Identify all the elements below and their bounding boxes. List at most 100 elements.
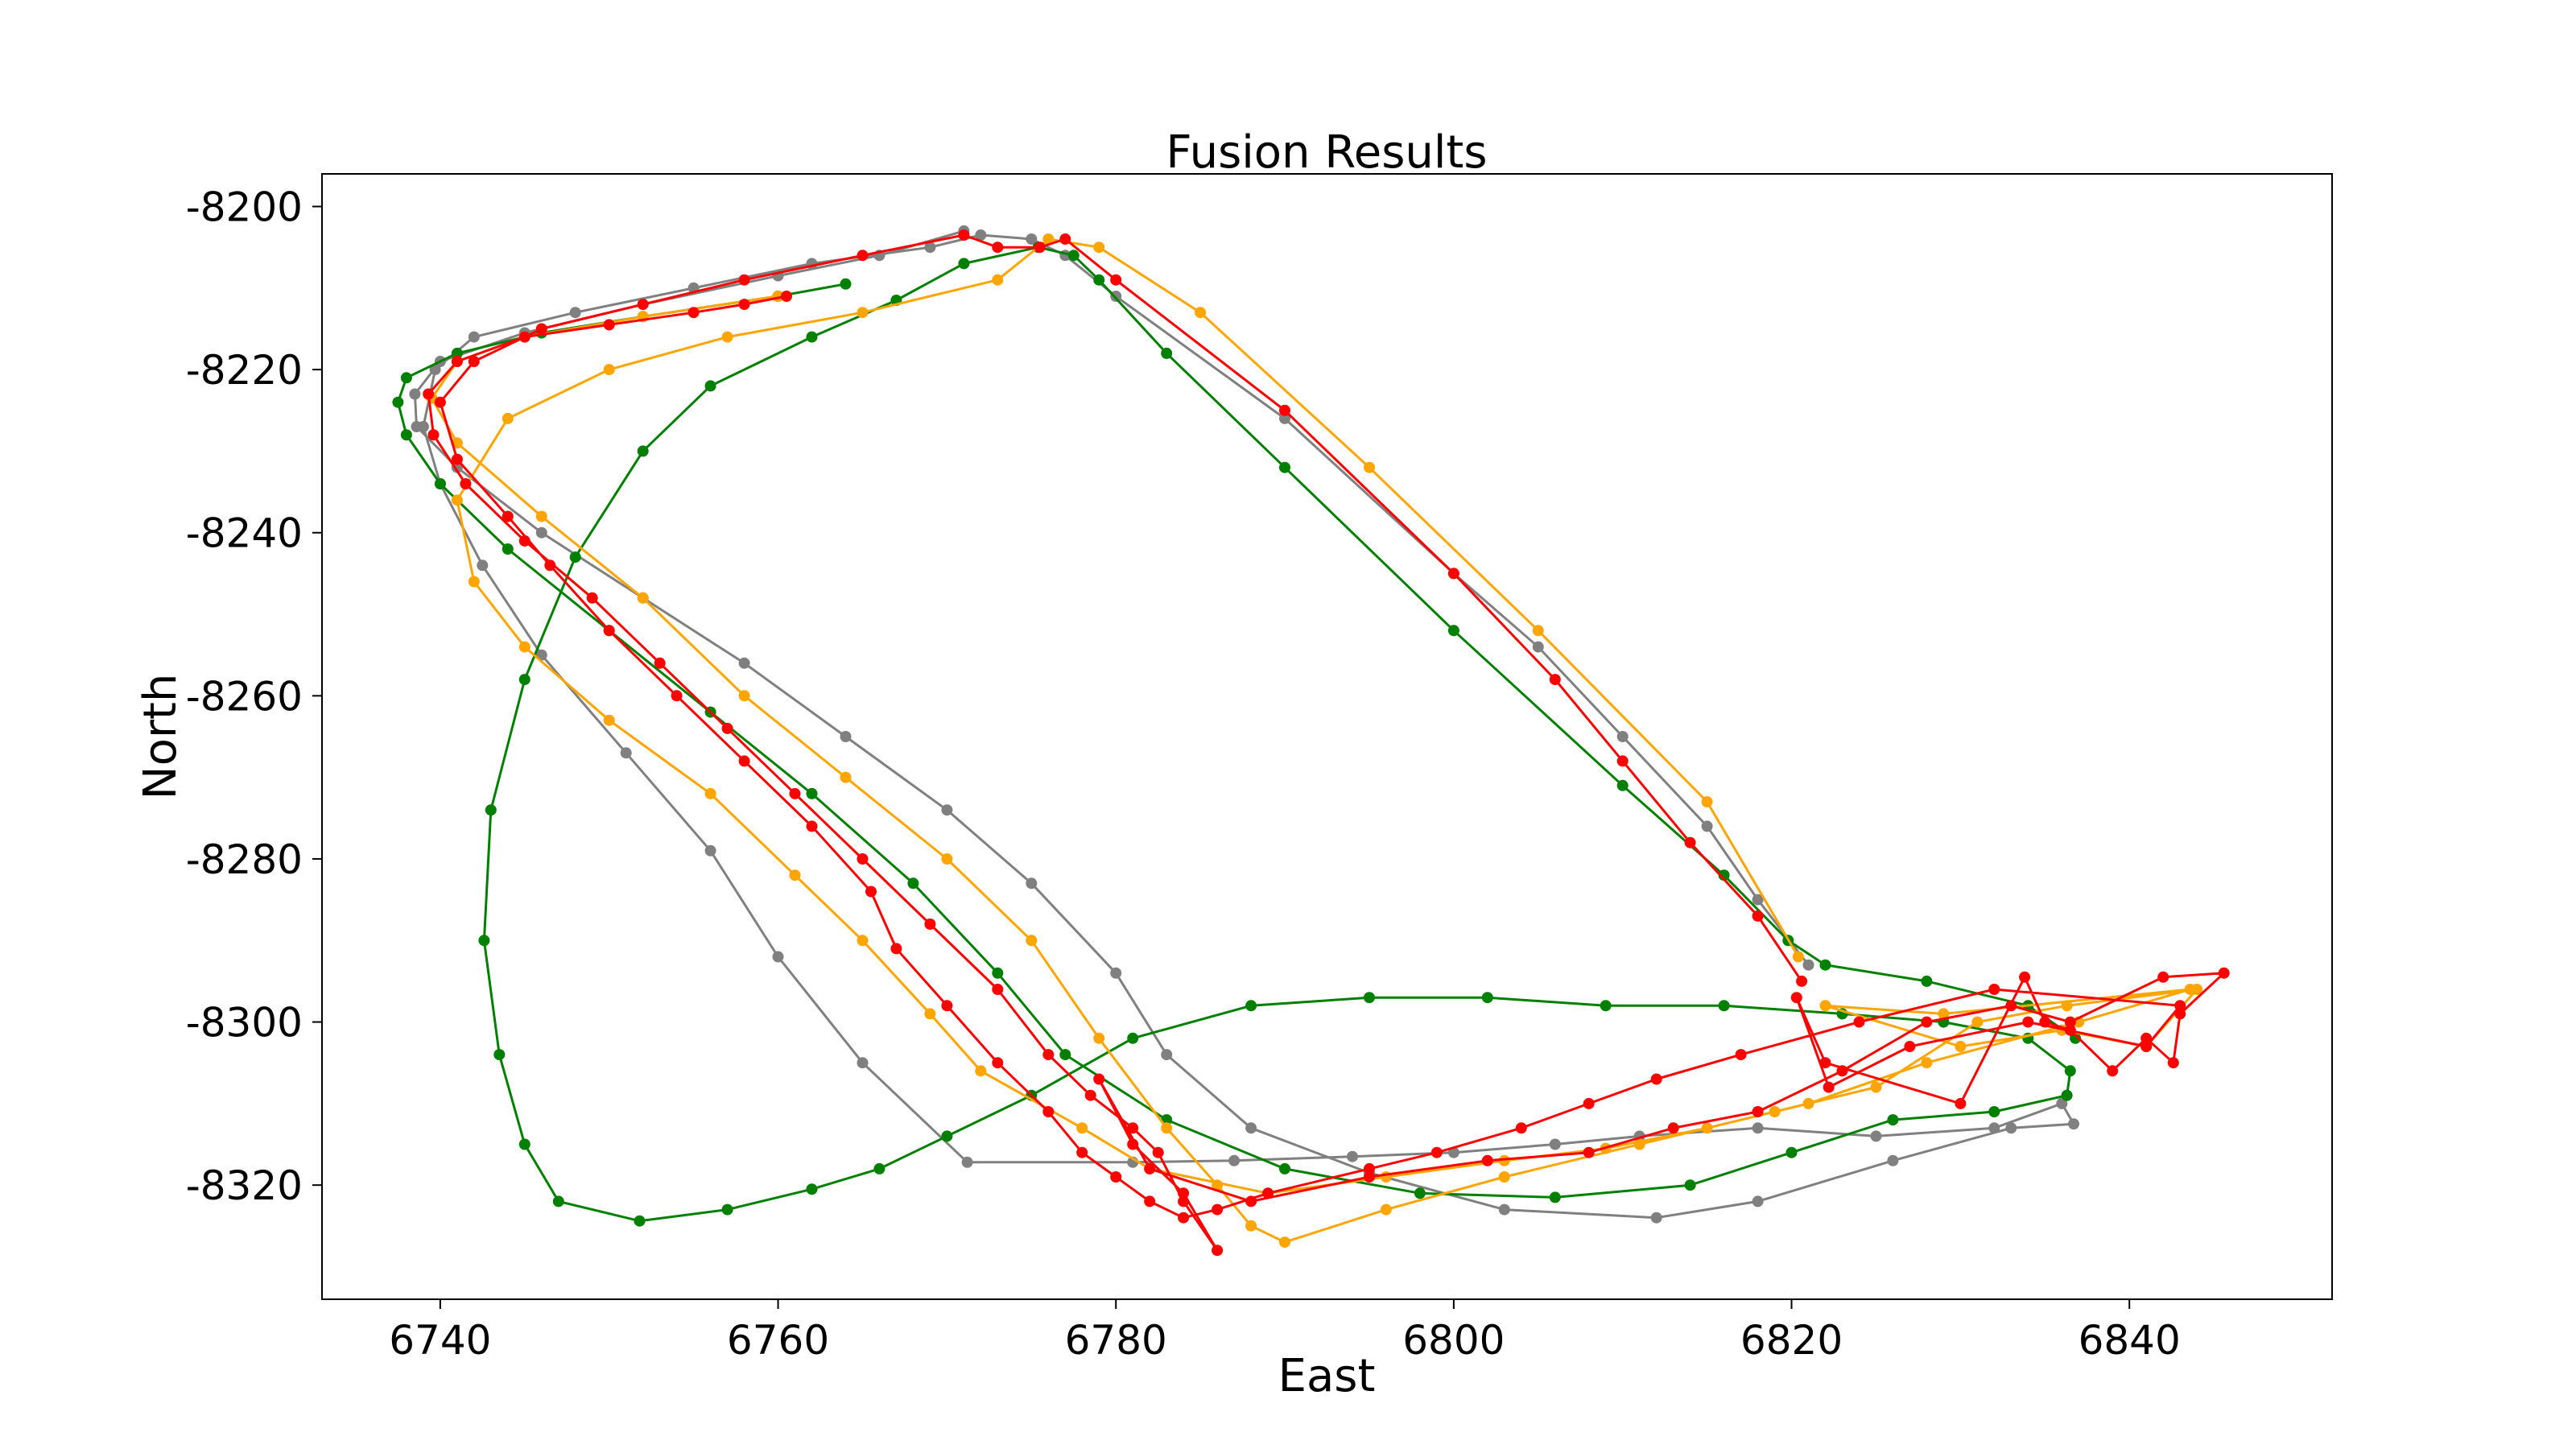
y-axis-label: North	[134, 674, 187, 800]
data-point	[1364, 461, 1375, 473]
data-point	[721, 1203, 733, 1216]
x-axis-label: East	[1278, 1350, 1376, 1402]
data-point	[924, 242, 936, 254]
data-point	[1178, 1212, 1190, 1224]
data-point	[857, 1057, 869, 1069]
data-point	[1084, 1089, 1096, 1101]
data-point	[1769, 1106, 1781, 1117]
data-point	[502, 543, 514, 555]
data-point	[1178, 1195, 1190, 1208]
data-point	[451, 347, 463, 359]
data-point	[2061, 1089, 2073, 1101]
data-point	[1752, 1122, 1764, 1134]
data-point	[1498, 1203, 1510, 1216]
data-point	[857, 935, 869, 947]
data-point	[975, 229, 987, 241]
data-point	[1076, 1146, 1088, 1158]
series-1	[392, 242, 2082, 1227]
data-point	[958, 229, 970, 241]
data-point	[1650, 1212, 1662, 1224]
data-point	[569, 551, 581, 564]
data-point	[451, 356, 463, 367]
data-point	[637, 592, 649, 604]
data-point	[460, 478, 472, 489]
data-point	[671, 690, 683, 702]
data-point	[603, 714, 615, 726]
data-point	[552, 1195, 564, 1208]
data-point	[2068, 1118, 2079, 1130]
data-point	[772, 951, 784, 963]
data-point	[1347, 1150, 1358, 1162]
data-point	[992, 274, 1004, 286]
data-point	[1447, 625, 1459, 637]
data-point	[1684, 1179, 1696, 1191]
data-point	[1823, 1081, 1835, 1093]
data-point	[704, 380, 716, 392]
data-point	[2019, 971, 2031, 983]
data-point	[2174, 1000, 2186, 1012]
data-point	[1684, 836, 1696, 848]
data-point	[1481, 1154, 1493, 1166]
data-point	[738, 657, 750, 669]
data-point	[941, 1000, 953, 1012]
data-point	[1616, 755, 1629, 767]
data-point	[1988, 1106, 2000, 1117]
y-tick-label: -8260	[186, 673, 303, 720]
data-point	[1042, 1106, 1055, 1117]
data-point	[654, 657, 666, 669]
series-1-line	[396, 246, 2076, 1223]
data-point	[890, 943, 902, 955]
data-point	[620, 747, 632, 759]
data-point	[1549, 674, 1561, 686]
data-point	[1279, 404, 1290, 416]
y-tick-label: -8320	[186, 1162, 303, 1209]
data-point	[518, 535, 530, 547]
data-point	[1633, 1138, 1645, 1150]
data-point	[603, 319, 615, 331]
data-point	[1988, 1122, 2000, 1134]
data-point	[721, 722, 733, 734]
data-point	[451, 453, 463, 465]
data-point	[1870, 1081, 1882, 1093]
series-3	[423, 229, 2230, 1257]
data-point	[992, 1057, 1004, 1069]
data-point	[1380, 1203, 1392, 1216]
y-tick-label: -8220	[186, 347, 303, 394]
data-point	[535, 323, 547, 335]
data-point	[1701, 1122, 1713, 1134]
data-point	[634, 1215, 646, 1227]
data-point	[687, 307, 700, 319]
data-point	[704, 844, 716, 857]
data-point	[1152, 1146, 1164, 1158]
data-point	[2070, 1032, 2082, 1044]
data-point	[1802, 959, 1814, 971]
data-point	[603, 364, 615, 376]
data-point	[865, 886, 877, 898]
data-point	[1127, 1138, 1139, 1150]
data-point	[2218, 967, 2230, 979]
data-point	[544, 559, 556, 572]
data-point	[1971, 1016, 1984, 1028]
data-point	[429, 364, 441, 376]
data-point	[603, 625, 615, 637]
data-point	[1127, 1032, 1139, 1044]
data-point	[1042, 233, 1055, 245]
x-tick-label: 6740	[389, 1317, 491, 1364]
data-point	[1195, 307, 1207, 319]
data-point	[427, 429, 440, 441]
data-point	[873, 1162, 886, 1174]
data-point	[738, 299, 750, 311]
data-point	[2039, 1016, 2051, 1028]
data-point	[1532, 625, 1544, 637]
data-point	[1034, 242, 1046, 254]
data-point	[1904, 1041, 1916, 1052]
data-point	[1279, 1236, 1290, 1249]
data-point	[941, 804, 953, 816]
data-point	[434, 396, 446, 408]
data-point	[1059, 1049, 1071, 1061]
data-point	[1262, 1187, 1274, 1199]
data-point	[1616, 779, 1629, 791]
x-tick-label: 6840	[2079, 1317, 2181, 1364]
data-point	[1447, 1146, 1459, 1158]
